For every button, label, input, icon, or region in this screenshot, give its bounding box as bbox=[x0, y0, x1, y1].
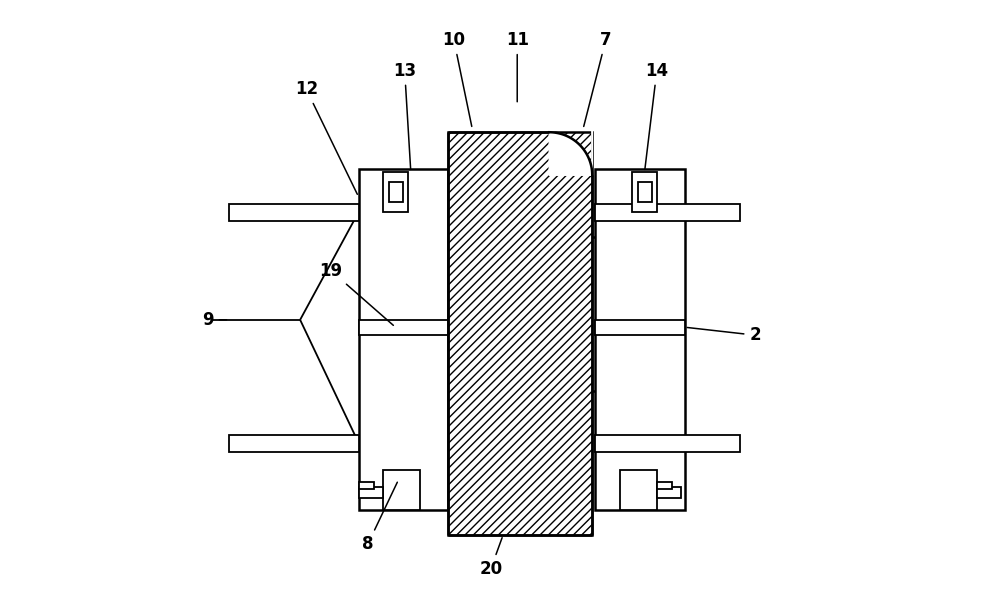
Text: 11: 11 bbox=[506, 31, 529, 101]
Bar bbox=[229, 204, 359, 221]
Text: 10: 10 bbox=[442, 31, 472, 127]
Bar bbox=[359, 482, 374, 489]
Bar bbox=[595, 204, 740, 221]
Text: 19: 19 bbox=[319, 261, 393, 325]
Text: 2: 2 bbox=[687, 326, 761, 344]
Bar bbox=[638, 182, 652, 202]
Polygon shape bbox=[549, 101, 592, 175]
Bar bbox=[448, 132, 592, 535]
Bar bbox=[595, 435, 740, 452]
Bar bbox=[657, 482, 672, 489]
Text: 20: 20 bbox=[479, 538, 502, 578]
Bar bbox=[383, 172, 408, 212]
Bar bbox=[229, 435, 359, 452]
Bar bbox=[383, 470, 420, 510]
Bar bbox=[657, 487, 681, 498]
Bar bbox=[632, 172, 657, 212]
Bar bbox=[359, 487, 383, 498]
Bar bbox=[620, 470, 657, 510]
Text: 13: 13 bbox=[393, 62, 416, 169]
Bar bbox=[359, 320, 448, 335]
Bar bbox=[595, 169, 684, 510]
Text: 12: 12 bbox=[295, 80, 357, 194]
Text: 8: 8 bbox=[362, 482, 397, 554]
Bar bbox=[389, 182, 403, 202]
Bar bbox=[595, 320, 684, 335]
Bar bbox=[359, 169, 448, 510]
Text: 7: 7 bbox=[584, 31, 612, 127]
Text: 14: 14 bbox=[645, 62, 668, 170]
Text: 9: 9 bbox=[202, 311, 227, 329]
